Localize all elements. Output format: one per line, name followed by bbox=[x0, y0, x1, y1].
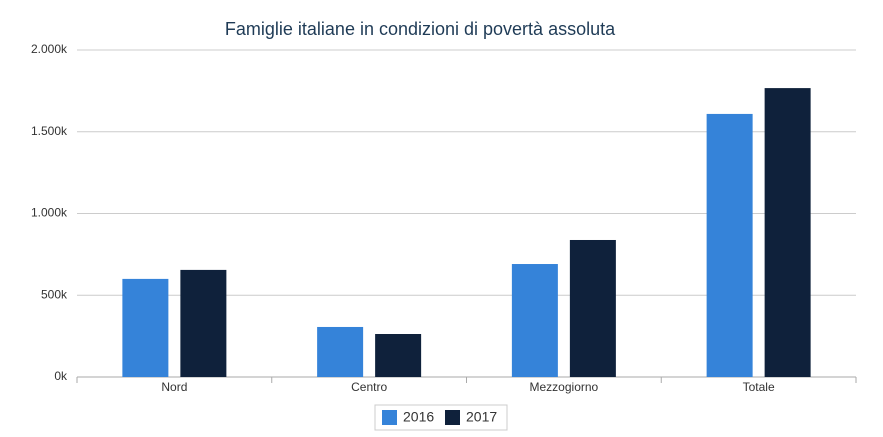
y-tick-label: 1.000k bbox=[31, 206, 68, 220]
x-tick-label: Centro bbox=[351, 380, 387, 394]
x-tick-label: Totale bbox=[743, 380, 775, 394]
y-tick-label: 1.500k bbox=[31, 124, 68, 138]
bar bbox=[511, 264, 558, 377]
y-tick-label: 0k bbox=[54, 369, 68, 383]
chart-title: Famiglie italiane in condizioni di pover… bbox=[225, 19, 616, 39]
bar bbox=[122, 278, 169, 377]
bar bbox=[180, 269, 227, 377]
x-tick-label: Mezzogiorno bbox=[530, 380, 599, 394]
legend-swatch bbox=[382, 410, 397, 425]
legend-label: 2016 bbox=[403, 409, 434, 425]
y-tick-label: 500k bbox=[41, 287, 68, 301]
bar bbox=[764, 88, 811, 378]
bar bbox=[375, 333, 422, 377]
y-tick-label: 2.000k bbox=[31, 42, 68, 56]
bar bbox=[317, 326, 364, 377]
legend-label: 2017 bbox=[466, 409, 497, 425]
bar bbox=[569, 239, 616, 377]
bar bbox=[706, 113, 753, 377]
x-tick-label: Nord bbox=[161, 380, 187, 394]
legend-swatch bbox=[445, 410, 460, 425]
